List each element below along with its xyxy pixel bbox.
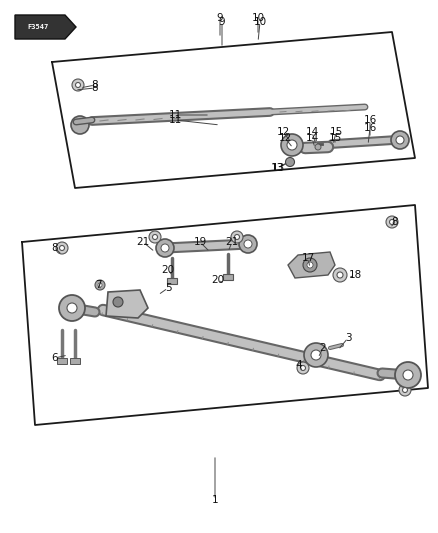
Circle shape <box>56 242 68 254</box>
Circle shape <box>234 235 240 239</box>
Circle shape <box>286 157 294 166</box>
Circle shape <box>386 216 398 228</box>
Bar <box>70 358 80 364</box>
Bar <box>223 274 233 280</box>
Text: 6: 6 <box>52 353 58 363</box>
Circle shape <box>389 220 395 224</box>
Text: 18: 18 <box>348 270 362 280</box>
Text: 16: 16 <box>364 123 377 133</box>
Text: 7: 7 <box>95 280 101 290</box>
Circle shape <box>303 258 317 272</box>
Text: 11: 11 <box>168 115 182 125</box>
Circle shape <box>399 384 411 396</box>
Circle shape <box>297 362 309 374</box>
Text: 1: 1 <box>212 495 218 505</box>
Text: 13: 13 <box>272 163 285 173</box>
Text: 12: 12 <box>276 127 290 137</box>
Text: 2: 2 <box>320 343 326 353</box>
Circle shape <box>244 240 252 248</box>
Text: 4: 4 <box>296 360 302 370</box>
Circle shape <box>315 144 321 150</box>
Text: 17: 17 <box>301 253 314 263</box>
Text: 8: 8 <box>52 243 58 253</box>
Text: 8: 8 <box>92 80 98 90</box>
Text: 20: 20 <box>212 275 225 285</box>
Text: 14: 14 <box>305 133 318 143</box>
Text: 9: 9 <box>219 17 225 27</box>
Circle shape <box>333 268 347 282</box>
Circle shape <box>95 280 105 290</box>
Text: 10: 10 <box>254 17 267 27</box>
Text: 11: 11 <box>168 110 182 120</box>
Circle shape <box>304 343 328 367</box>
Text: 14: 14 <box>305 127 318 137</box>
Text: F3547: F3547 <box>27 24 49 30</box>
Text: 3: 3 <box>345 333 351 343</box>
Text: 9: 9 <box>217 13 223 23</box>
Circle shape <box>156 239 174 257</box>
Text: 8: 8 <box>392 217 398 227</box>
Circle shape <box>152 235 158 239</box>
Polygon shape <box>15 15 76 39</box>
Text: 16: 16 <box>364 115 377 125</box>
Circle shape <box>307 262 313 268</box>
Circle shape <box>231 231 243 243</box>
Text: 10: 10 <box>251 13 265 23</box>
Text: 21: 21 <box>136 237 150 247</box>
Circle shape <box>281 134 303 156</box>
Circle shape <box>71 116 89 134</box>
Circle shape <box>337 272 343 278</box>
Circle shape <box>149 231 161 243</box>
Circle shape <box>403 370 413 380</box>
Circle shape <box>59 295 85 321</box>
Text: 5: 5 <box>165 283 171 293</box>
Polygon shape <box>288 252 335 278</box>
Circle shape <box>239 235 257 253</box>
Text: 15: 15 <box>328 133 342 143</box>
Circle shape <box>161 244 169 252</box>
Circle shape <box>395 362 421 388</box>
Circle shape <box>75 83 81 87</box>
Circle shape <box>98 283 102 287</box>
Circle shape <box>311 350 321 360</box>
Text: 13: 13 <box>270 163 284 173</box>
Circle shape <box>300 366 305 370</box>
Text: 20: 20 <box>162 265 175 275</box>
Text: 15: 15 <box>329 127 343 137</box>
Circle shape <box>72 79 84 91</box>
Polygon shape <box>106 290 148 318</box>
Circle shape <box>113 297 123 307</box>
Circle shape <box>60 246 64 251</box>
Circle shape <box>391 131 409 149</box>
Text: 19: 19 <box>193 237 207 247</box>
Circle shape <box>403 387 407 392</box>
Bar <box>57 358 67 364</box>
Circle shape <box>396 136 404 144</box>
Bar <box>167 278 177 284</box>
Text: 12: 12 <box>279 133 292 143</box>
Circle shape <box>67 303 77 313</box>
Text: 21: 21 <box>226 237 239 247</box>
Text: 8: 8 <box>92 83 98 93</box>
Circle shape <box>287 140 297 150</box>
